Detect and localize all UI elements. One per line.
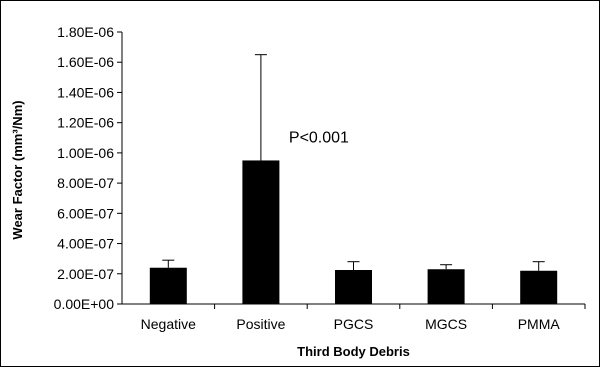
y-tick-label: 4.00E-07 bbox=[57, 236, 114, 252]
x-category-label: PMMA bbox=[518, 316, 561, 332]
y-tick-label: 8.00E-07 bbox=[57, 175, 114, 191]
x-axis-title: Third Body Debris bbox=[297, 344, 410, 359]
bar-pmma bbox=[520, 270, 558, 304]
x-category-label: PGCS bbox=[334, 316, 374, 332]
annotation-p-value: P<0.001 bbox=[289, 129, 349, 146]
x-category-label: Negative bbox=[141, 316, 196, 332]
y-axis-ticks: 0.00E+00 2.00E-07 4.00E-07 6.00E-07 8.00E-07… bbox=[54, 24, 122, 312]
error-bars-group bbox=[162, 54, 545, 271]
bar-pgcs bbox=[335, 270, 372, 304]
bars-group bbox=[149, 160, 558, 304]
bar-positive bbox=[242, 160, 280, 304]
x-axis-category-labels: Negative Positive PGCS MGCS PMMA bbox=[141, 304, 586, 332]
x-category-label: MGCS bbox=[425, 316, 467, 332]
y-tick-label: 1.00E-06 bbox=[57, 145, 114, 161]
bar-mgcs bbox=[427, 269, 465, 304]
y-tick-label: 1.80E-06 bbox=[57, 24, 114, 40]
y-tick-label: 1.60E-06 bbox=[57, 54, 114, 70]
x-category-label: Positive bbox=[236, 316, 285, 332]
y-tick-label: 1.20E-06 bbox=[57, 115, 114, 131]
y-tick-label: 1.40E-06 bbox=[57, 84, 114, 100]
y-tick-label: 2.00E-07 bbox=[57, 266, 114, 282]
y-axis-title: Wear Factor (mm³/Nm) bbox=[10, 100, 25, 239]
y-tick-label: 0.00E+00 bbox=[54, 296, 115, 312]
bar-negative bbox=[149, 267, 187, 304]
y-tick-label: 6.00E-07 bbox=[57, 205, 114, 221]
